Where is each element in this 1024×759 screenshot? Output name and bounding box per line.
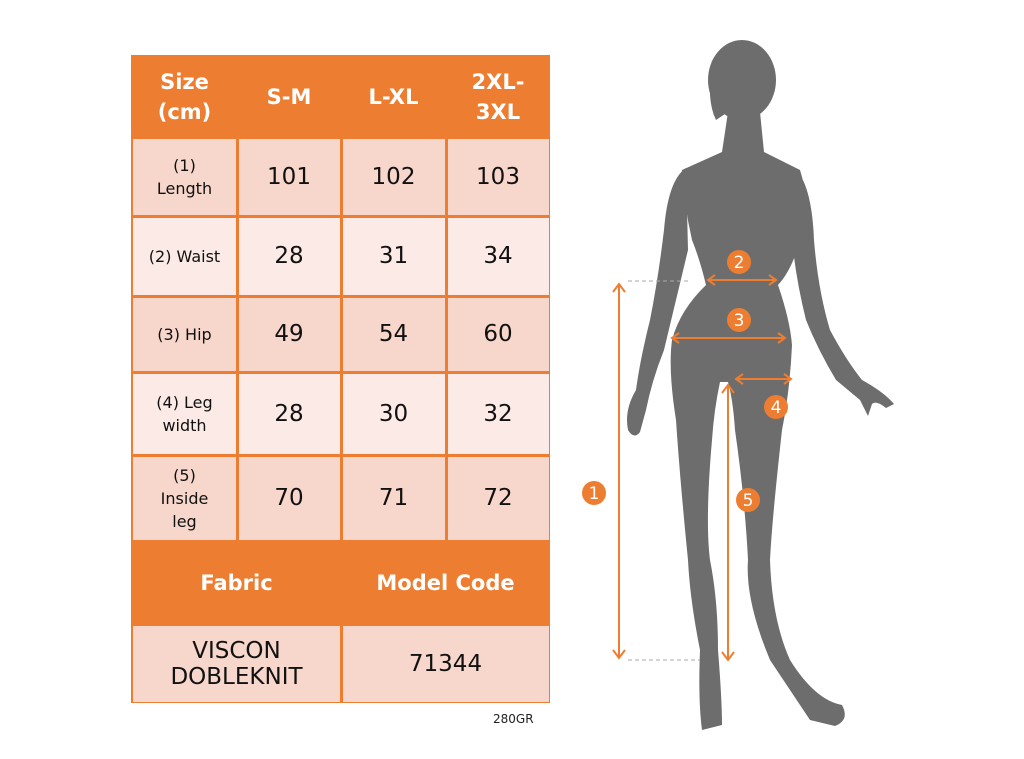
fabric-weight-note: 280GR [493, 712, 534, 726]
model-code-header-text: Model Code [376, 570, 515, 595]
row-label-text: (2) Waist [148, 246, 221, 266]
size-value-text: 28 [274, 400, 304, 427]
fabric-header-text: Fabric [200, 570, 273, 595]
row-label: (1) Length [133, 138, 236, 215]
header-cell: L-XL [343, 57, 445, 136]
size-value-text: 28 [274, 243, 304, 269]
fabric-value: VISCON DOBLEKNIT [133, 625, 340, 702]
header-cell: S-M [239, 57, 340, 136]
header-cell: 2XL- 3XL [448, 57, 549, 136]
size-value-text: 54 [378, 321, 409, 347]
size-value: 31 [342, 217, 445, 295]
size-value-text: 34 [483, 243, 513, 269]
size-value: 72 [447, 456, 549, 540]
size-value: 102 [342, 138, 445, 215]
size-value: 70 [238, 456, 340, 540]
size-value: 101 [238, 138, 340, 215]
measurement-arrows [612, 274, 793, 662]
marker-4-label: 4 [771, 398, 782, 418]
header-cell-text: 2XL- 3XL [471, 69, 525, 124]
row-label: (4) Leg width [133, 373, 236, 454]
header-cell: Size (cm) [133, 57, 236, 136]
row-label: (5) Inside leg [133, 456, 236, 540]
size-value-text: 71 [378, 485, 409, 511]
model-code-header: Model Code [343, 543, 549, 623]
header-cell-text: L-XL [368, 84, 419, 109]
size-value-text: 31 [378, 243, 409, 269]
marker-3-label: 3 [734, 311, 745, 331]
size-value: 54 [342, 297, 445, 371]
size-value: 71 [342, 456, 445, 540]
size-value: 49 [238, 297, 340, 371]
row-label-text: (5) Inside leg [160, 465, 209, 531]
row-label-text: (4) Leg width [156, 392, 213, 435]
size-value-text: 72 [483, 485, 513, 511]
size-value-text: 70 [274, 485, 304, 511]
woman-silhouette [627, 40, 894, 730]
marker-5-label: 5 [743, 491, 754, 511]
marker-2-label: 2 [734, 253, 745, 273]
row-label: (2) Waist [133, 217, 236, 295]
row-label: (3) Hip [133, 297, 236, 371]
size-value-text: 30 [378, 400, 409, 427]
size-value-text: 49 [274, 321, 304, 347]
size-value: 60 [447, 297, 549, 371]
row-label-text: (1) Length [156, 155, 213, 198]
size-value-text: 103 [476, 163, 520, 190]
marker-4-circle [764, 395, 788, 419]
size-value-text: 60 [483, 321, 513, 347]
size-value: 34 [447, 217, 549, 295]
header-cell-text: Size (cm) [157, 69, 212, 124]
fabric-value-text: VISCON DOBLEKNIT [170, 637, 303, 690]
marker-2-circle [727, 250, 751, 274]
size-value-text: 101 [267, 163, 311, 190]
marker-1-circle [582, 481, 606, 505]
marker-1-label: 1 [589, 484, 600, 504]
size-chart-table: Size (cm) S-M L-XL 2XL- 3XL (1) Length 101 102… [131, 55, 550, 703]
model-code-value-text: 71344 [408, 650, 483, 677]
row-label-text: (3) Hip [157, 324, 212, 344]
size-value-text: 102 [371, 163, 416, 190]
size-value: 103 [447, 138, 549, 215]
size-value: 30 [342, 373, 445, 454]
size-value: 28 [238, 217, 340, 295]
size-value-text: 32 [483, 400, 513, 427]
header-cell-text: S-M [266, 84, 312, 109]
model-code-value: 71344 [342, 625, 549, 702]
size-value: 32 [447, 373, 549, 454]
marker-5-circle [736, 488, 760, 512]
size-value: 28 [238, 373, 340, 454]
fabric-header: Fabric [133, 543, 340, 623]
marker-3-circle [727, 308, 751, 332]
